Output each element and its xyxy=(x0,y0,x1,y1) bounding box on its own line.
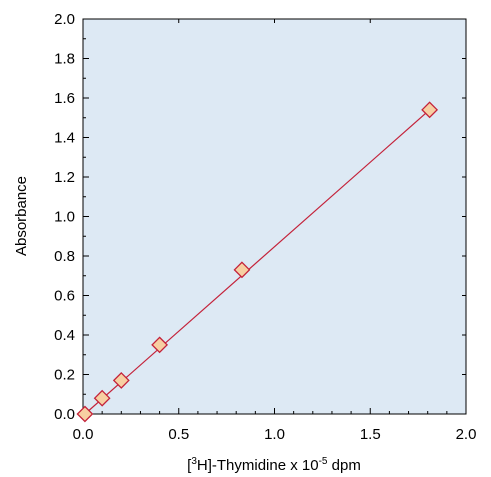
y-tick-label: 1.6 xyxy=(54,90,75,107)
y-tick-label: 1.8 xyxy=(54,51,75,68)
data-point xyxy=(93,389,111,407)
data-point xyxy=(421,101,439,119)
y-tick-label: 1.2 xyxy=(54,169,75,186)
x-tick-label: 1.5 xyxy=(360,426,381,443)
x-axis-title-mid: H]-Thymidine x 10 xyxy=(197,457,319,474)
x-axis-title-suffix: dpm xyxy=(328,457,361,474)
x-axis-title-sup2: -5 xyxy=(319,456,328,467)
y-tick-label: 1.4 xyxy=(54,130,75,147)
y-tick-label: 0.8 xyxy=(54,248,75,265)
data-point xyxy=(112,372,130,389)
y-tick-label: 0.2 xyxy=(54,367,75,384)
y-tick-label: 0.6 xyxy=(54,288,75,305)
data-point xyxy=(76,405,94,423)
ticks xyxy=(82,18,467,415)
y-tick-label: 0.0 xyxy=(54,406,75,423)
x-axis-title: [3H]-Thymidine x 10-5 dpm xyxy=(187,456,361,474)
y-tick-label: 1.0 xyxy=(54,209,75,226)
x-axis-title-prefix: [ xyxy=(187,457,192,474)
x-tick-label: 1.0 xyxy=(264,426,285,443)
x-tick-label: 2.0 xyxy=(456,426,477,443)
markers xyxy=(76,101,439,423)
data-point xyxy=(233,261,251,279)
y-axis-title: Absorbance xyxy=(13,176,30,256)
x-tick-label: 0.0 xyxy=(73,426,94,443)
plot-area xyxy=(82,18,467,415)
fit-line xyxy=(84,109,431,415)
x-axis-title-sup1: 3 xyxy=(191,456,197,467)
y-tick-label: 0.4 xyxy=(54,327,75,344)
data-point xyxy=(151,336,169,354)
y-tick-label: 2.0 xyxy=(54,11,75,28)
x-tick-label: 0.5 xyxy=(168,426,189,443)
tick-labels: 0.0 0.2 0.4 0.6 0.8 1.0 1.2 1.4 1.6 1.8 2.0 0.0 0.5 1… xyxy=(54,11,476,443)
